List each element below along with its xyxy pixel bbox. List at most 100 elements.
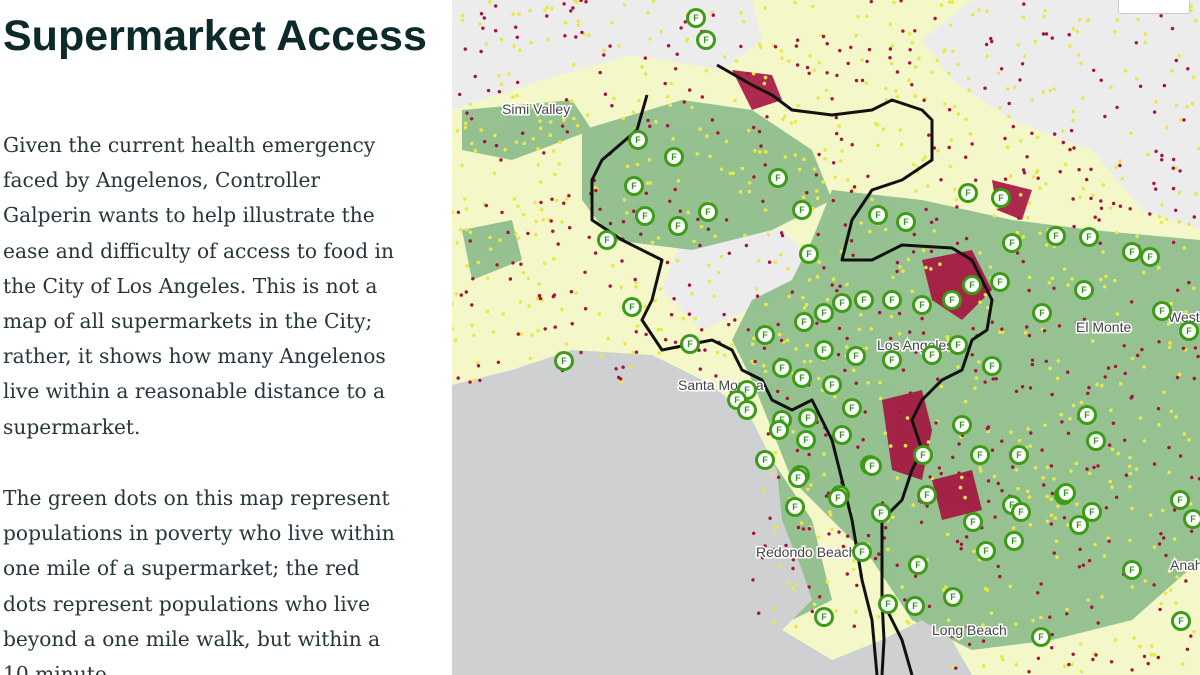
supermarket-marker[interactable]: F (698, 202, 718, 222)
supermarket-marker[interactable]: F (868, 205, 888, 225)
supermarket-marker[interactable]: F (842, 398, 862, 418)
supermarket-marker[interactable]: F (755, 450, 775, 470)
marker-letter: F (779, 415, 785, 425)
supermarket-marker[interactable]: F (1179, 321, 1199, 341)
supermarket-marker[interactable]: F (785, 497, 805, 517)
map-canvas[interactable]: Simi Valley Santa Monica Los Angeles El … (452, 0, 1200, 675)
supermarket-marker[interactable]: F (942, 290, 962, 310)
population-dot-near (1075, 29, 1080, 34)
supermarket-marker[interactable]: F (680, 334, 700, 354)
supermarket-marker[interactable]: F (905, 596, 925, 616)
supermarket-marker[interactable]: F (963, 512, 983, 532)
supermarket-marker[interactable]: F (1082, 502, 1102, 522)
supermarket-marker[interactable]: F (1011, 502, 1031, 522)
supermarket-marker[interactable]: F (554, 351, 574, 371)
supermarket-marker[interactable]: F (799, 244, 819, 264)
supermarket-marker[interactable]: F (962, 275, 982, 295)
supermarket-marker[interactable]: F (1086, 431, 1106, 451)
supermarket-marker[interactable]: F (896, 212, 916, 232)
supermarket-marker[interactable]: F (943, 587, 963, 607)
supermarket-marker[interactable]: F (913, 445, 933, 465)
supermarket-marker[interactable]: F (792, 200, 812, 220)
supermarket-marker[interactable]: F (814, 340, 834, 360)
population-dot-far (479, 49, 483, 54)
supermarket-marker[interactable]: F (768, 168, 788, 188)
supermarket-marker[interactable]: F (1122, 242, 1142, 262)
supermarket-marker[interactable]: F (832, 425, 852, 445)
supermarket-marker[interactable]: F (991, 188, 1011, 208)
supermarket-marker[interactable]: F (854, 290, 874, 310)
supermarket-marker[interactable]: F (882, 290, 902, 310)
population-dot-near (1025, 489, 1030, 494)
supermarket-marker[interactable]: F (846, 346, 866, 366)
supermarket-marker[interactable]: F (1009, 445, 1029, 465)
supermarket-marker[interactable]: F (878, 594, 898, 614)
supermarket-marker[interactable]: F (624, 176, 644, 196)
supermarket-marker[interactable]: F (948, 335, 968, 355)
supermarket-marker[interactable]: F (990, 272, 1010, 292)
marker-letter: F (878, 508, 884, 518)
supermarket-marker[interactable]: F (832, 293, 852, 313)
supermarket-marker[interactable]: F (970, 445, 990, 465)
supermarket-marker[interactable]: F (772, 358, 792, 378)
supermarket-marker[interactable]: F (755, 325, 775, 345)
supermarket-marker[interactable]: F (958, 183, 978, 203)
supermarket-marker[interactable]: F (1046, 226, 1066, 246)
supermarket-marker[interactable]: F (737, 400, 757, 420)
supermarket-marker[interactable]: F (1152, 301, 1172, 321)
supermarket-marker[interactable]: F (1031, 627, 1051, 647)
population-dot-near (821, 180, 825, 184)
supermarket-marker[interactable]: F (1183, 509, 1200, 529)
supermarket-marker[interactable]: F (982, 356, 1002, 376)
supermarket-marker[interactable]: F (822, 375, 842, 395)
supermarket-marker[interactable]: F (1171, 611, 1191, 631)
marker-center (985, 359, 999, 373)
supermarket-marker[interactable]: F (794, 312, 814, 332)
map-control[interactable] (1118, 0, 1190, 14)
supermarket-marker[interactable]: F (882, 350, 902, 370)
supermarket-marker[interactable]: F (814, 303, 834, 323)
supermarket-marker[interactable]: F (852, 542, 872, 562)
supermarket-marker[interactable]: F (1170, 490, 1190, 510)
supermarket-marker[interactable]: F (1069, 515, 1089, 535)
supermarket-marker[interactable]: F (1056, 483, 1076, 503)
supermarket-marker[interactable]: F (1077, 405, 1097, 425)
population-dot-near (807, 278, 812, 282)
supermarket-marker[interactable]: F (635, 206, 655, 226)
supermarket-marker[interactable]: F (1074, 280, 1094, 300)
supermarket-marker[interactable]: F (798, 408, 818, 428)
supermarket-marker[interactable]: F (912, 295, 932, 315)
supermarket-marker[interactable]: F (1002, 233, 1022, 253)
supermarket-marker[interactable]: F (814, 607, 834, 627)
supermarket-marker[interactable]: F (1079, 227, 1099, 247)
supermarket-marker[interactable]: F (686, 8, 706, 28)
supermarket-marker[interactable]: F (792, 368, 812, 388)
population-dot-far (908, 391, 913, 395)
population-dot-near (763, 75, 768, 80)
supermarket-marker[interactable]: F (917, 485, 937, 505)
supermarket-marker[interactable]: F (668, 216, 688, 236)
supermarket-marker[interactable]: F (908, 555, 928, 575)
supermarket-marker[interactable]: F (796, 430, 816, 450)
supermarket-marker[interactable]: F (1140, 247, 1160, 267)
supermarket-marker[interactable]: F (922, 345, 942, 365)
marker-letter: F (949, 295, 955, 305)
supermarket-marker[interactable]: F (1032, 303, 1052, 323)
supermarket-marker[interactable]: F (622, 297, 642, 317)
supermarket-marker[interactable]: F (952, 415, 972, 435)
supermarket-marker[interactable]: F (1004, 531, 1024, 551)
supermarket-marker[interactable]: F (1122, 560, 1142, 580)
supermarket-marker[interactable]: F (862, 456, 882, 476)
supermarket-marker[interactable]: F (597, 230, 617, 250)
supermarket-marker[interactable]: F (664, 147, 684, 167)
population-dot-near (1016, 43, 1021, 47)
supermarket-marker[interactable]: F (696, 30, 716, 50)
supermarket-marker[interactable]: F (769, 420, 789, 440)
supermarket-marker[interactable]: F (788, 468, 808, 488)
map-view[interactable]: Simi Valley Santa Monica Los Angeles El … (452, 0, 1200, 675)
supermarket-marker[interactable]: F (976, 541, 996, 561)
supermarket-marker[interactable]: F (828, 488, 848, 508)
supermarket-marker[interactable]: F (871, 503, 891, 523)
supermarket-marker[interactable]: F (628, 130, 648, 150)
